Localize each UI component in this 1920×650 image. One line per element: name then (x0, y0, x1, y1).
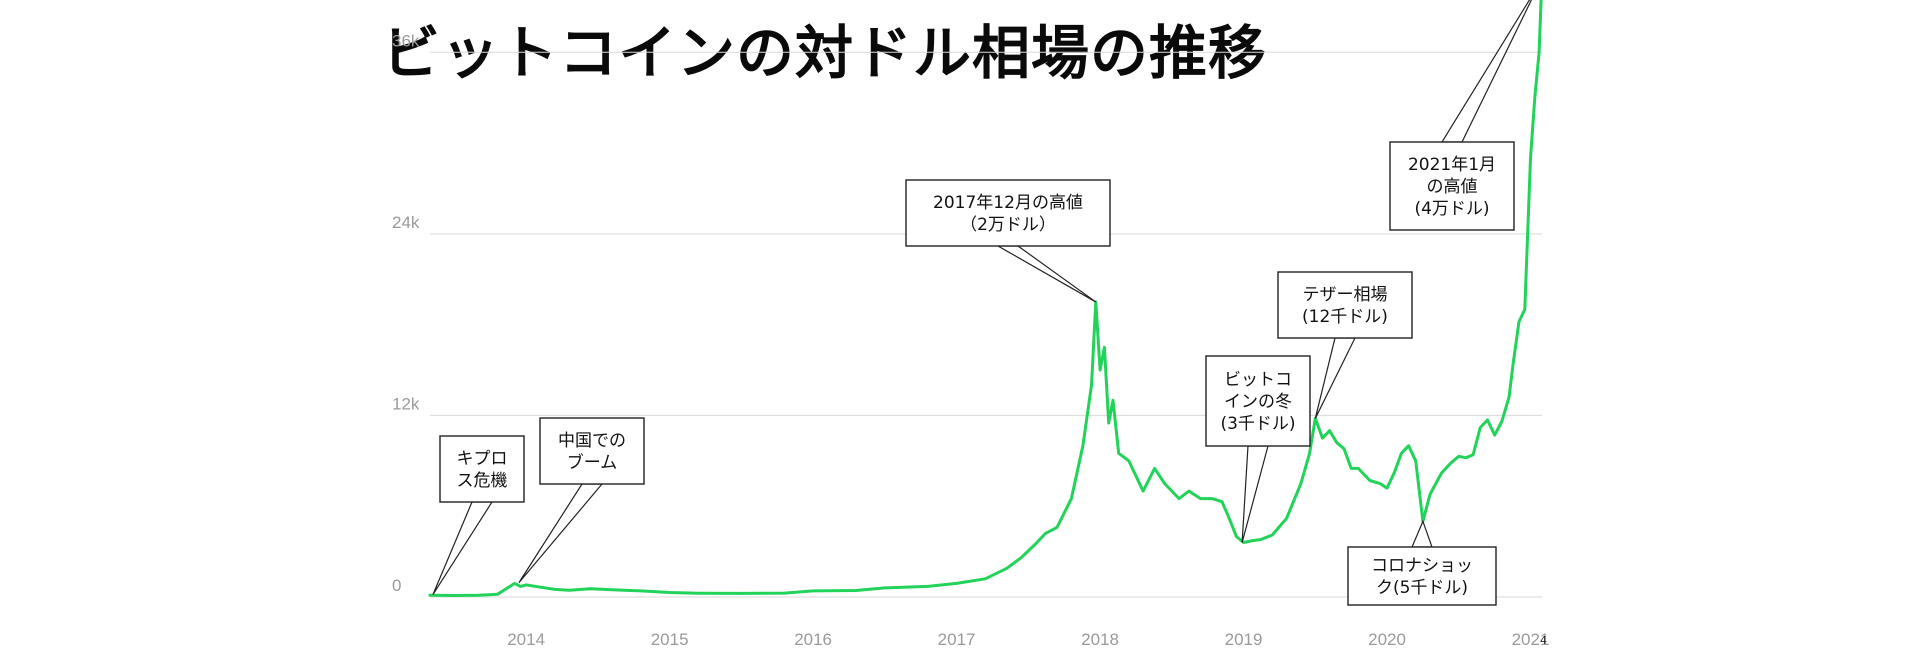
annotation-label-1-1: ブーム (567, 452, 618, 473)
chart-title: ビットコインの対ドル相場の推移 (382, 19, 1268, 87)
annotation-label-0-0: キプロ (457, 449, 508, 469)
x-tick-label-1: 2015 (651, 630, 689, 649)
annotation-box-4 (1277, 271, 1413, 339)
annotation-box-6 (1389, 141, 1515, 231)
annotation-label-3-1: インの冬 (1224, 392, 1292, 412)
x-tick-label-4: 2018 (1081, 630, 1119, 649)
annotation-box-0 (439, 435, 525, 503)
annotation-pointer-1 (518, 483, 604, 584)
x-tick-label-2: 2016 (794, 630, 832, 649)
annotation-label-6-1: の高値 (1427, 177, 1478, 197)
annotation-box-3 (1205, 355, 1311, 447)
series-line (428, 0, 1543, 597)
annotation-box-5 (1347, 546, 1497, 606)
annotation-label-4-1: (12千ドル) (1302, 307, 1388, 327)
annotation-label-3-0: ビットコ (1224, 370, 1292, 390)
annotation-label-6-0: 2021年1月 (1408, 155, 1496, 175)
annotation-label-1-0: 中国での (558, 431, 626, 451)
annotation-label-6-2: (4万ドル) (1414, 199, 1489, 219)
annotation-label-3-2: (3千ドル) (1220, 414, 1295, 434)
annotation-label-5-0: コロナショッ (1371, 556, 1473, 576)
x-tick-label-5: 2019 (1225, 630, 1263, 649)
x-tick-label-0: 2014 (507, 630, 545, 649)
page-number: 4 (1540, 634, 1547, 647)
annotation-label-5-1: ク(5千ドル) (1376, 578, 1468, 598)
annotation-box-2 (905, 179, 1111, 247)
y-tick-label-3: 36k (392, 31, 420, 50)
x-tick-label-6: 2020 (1368, 630, 1406, 649)
annotation-label-0-1: ス危機 (457, 471, 508, 491)
annotation-pointer-0 (432, 501, 494, 596)
annotation-pointer-4 (1314, 337, 1356, 419)
y-tick-label-2: 24k (392, 213, 420, 232)
annotation-pointer-3 (1241, 445, 1269, 543)
annotation-pointer-5 (1411, 519, 1433, 548)
y-tick-label-1: 12k (392, 394, 420, 413)
annotation-box-1 (539, 417, 645, 485)
annotation-pointer-2 (995, 245, 1097, 303)
annotation-pointer-6 (1440, 0, 1533, 143)
x-tick-label-7: 2021 (1512, 630, 1550, 649)
y-tick-label-0: 0 (392, 576, 401, 595)
annotation-label-4-0: テザー相場 (1303, 285, 1388, 305)
annotation-label-2-1: （2万ドル） (960, 215, 1056, 235)
x-tick-label-3: 2017 (938, 630, 976, 649)
annotation-label-2-0: 2017年12月の高値 (933, 193, 1083, 213)
